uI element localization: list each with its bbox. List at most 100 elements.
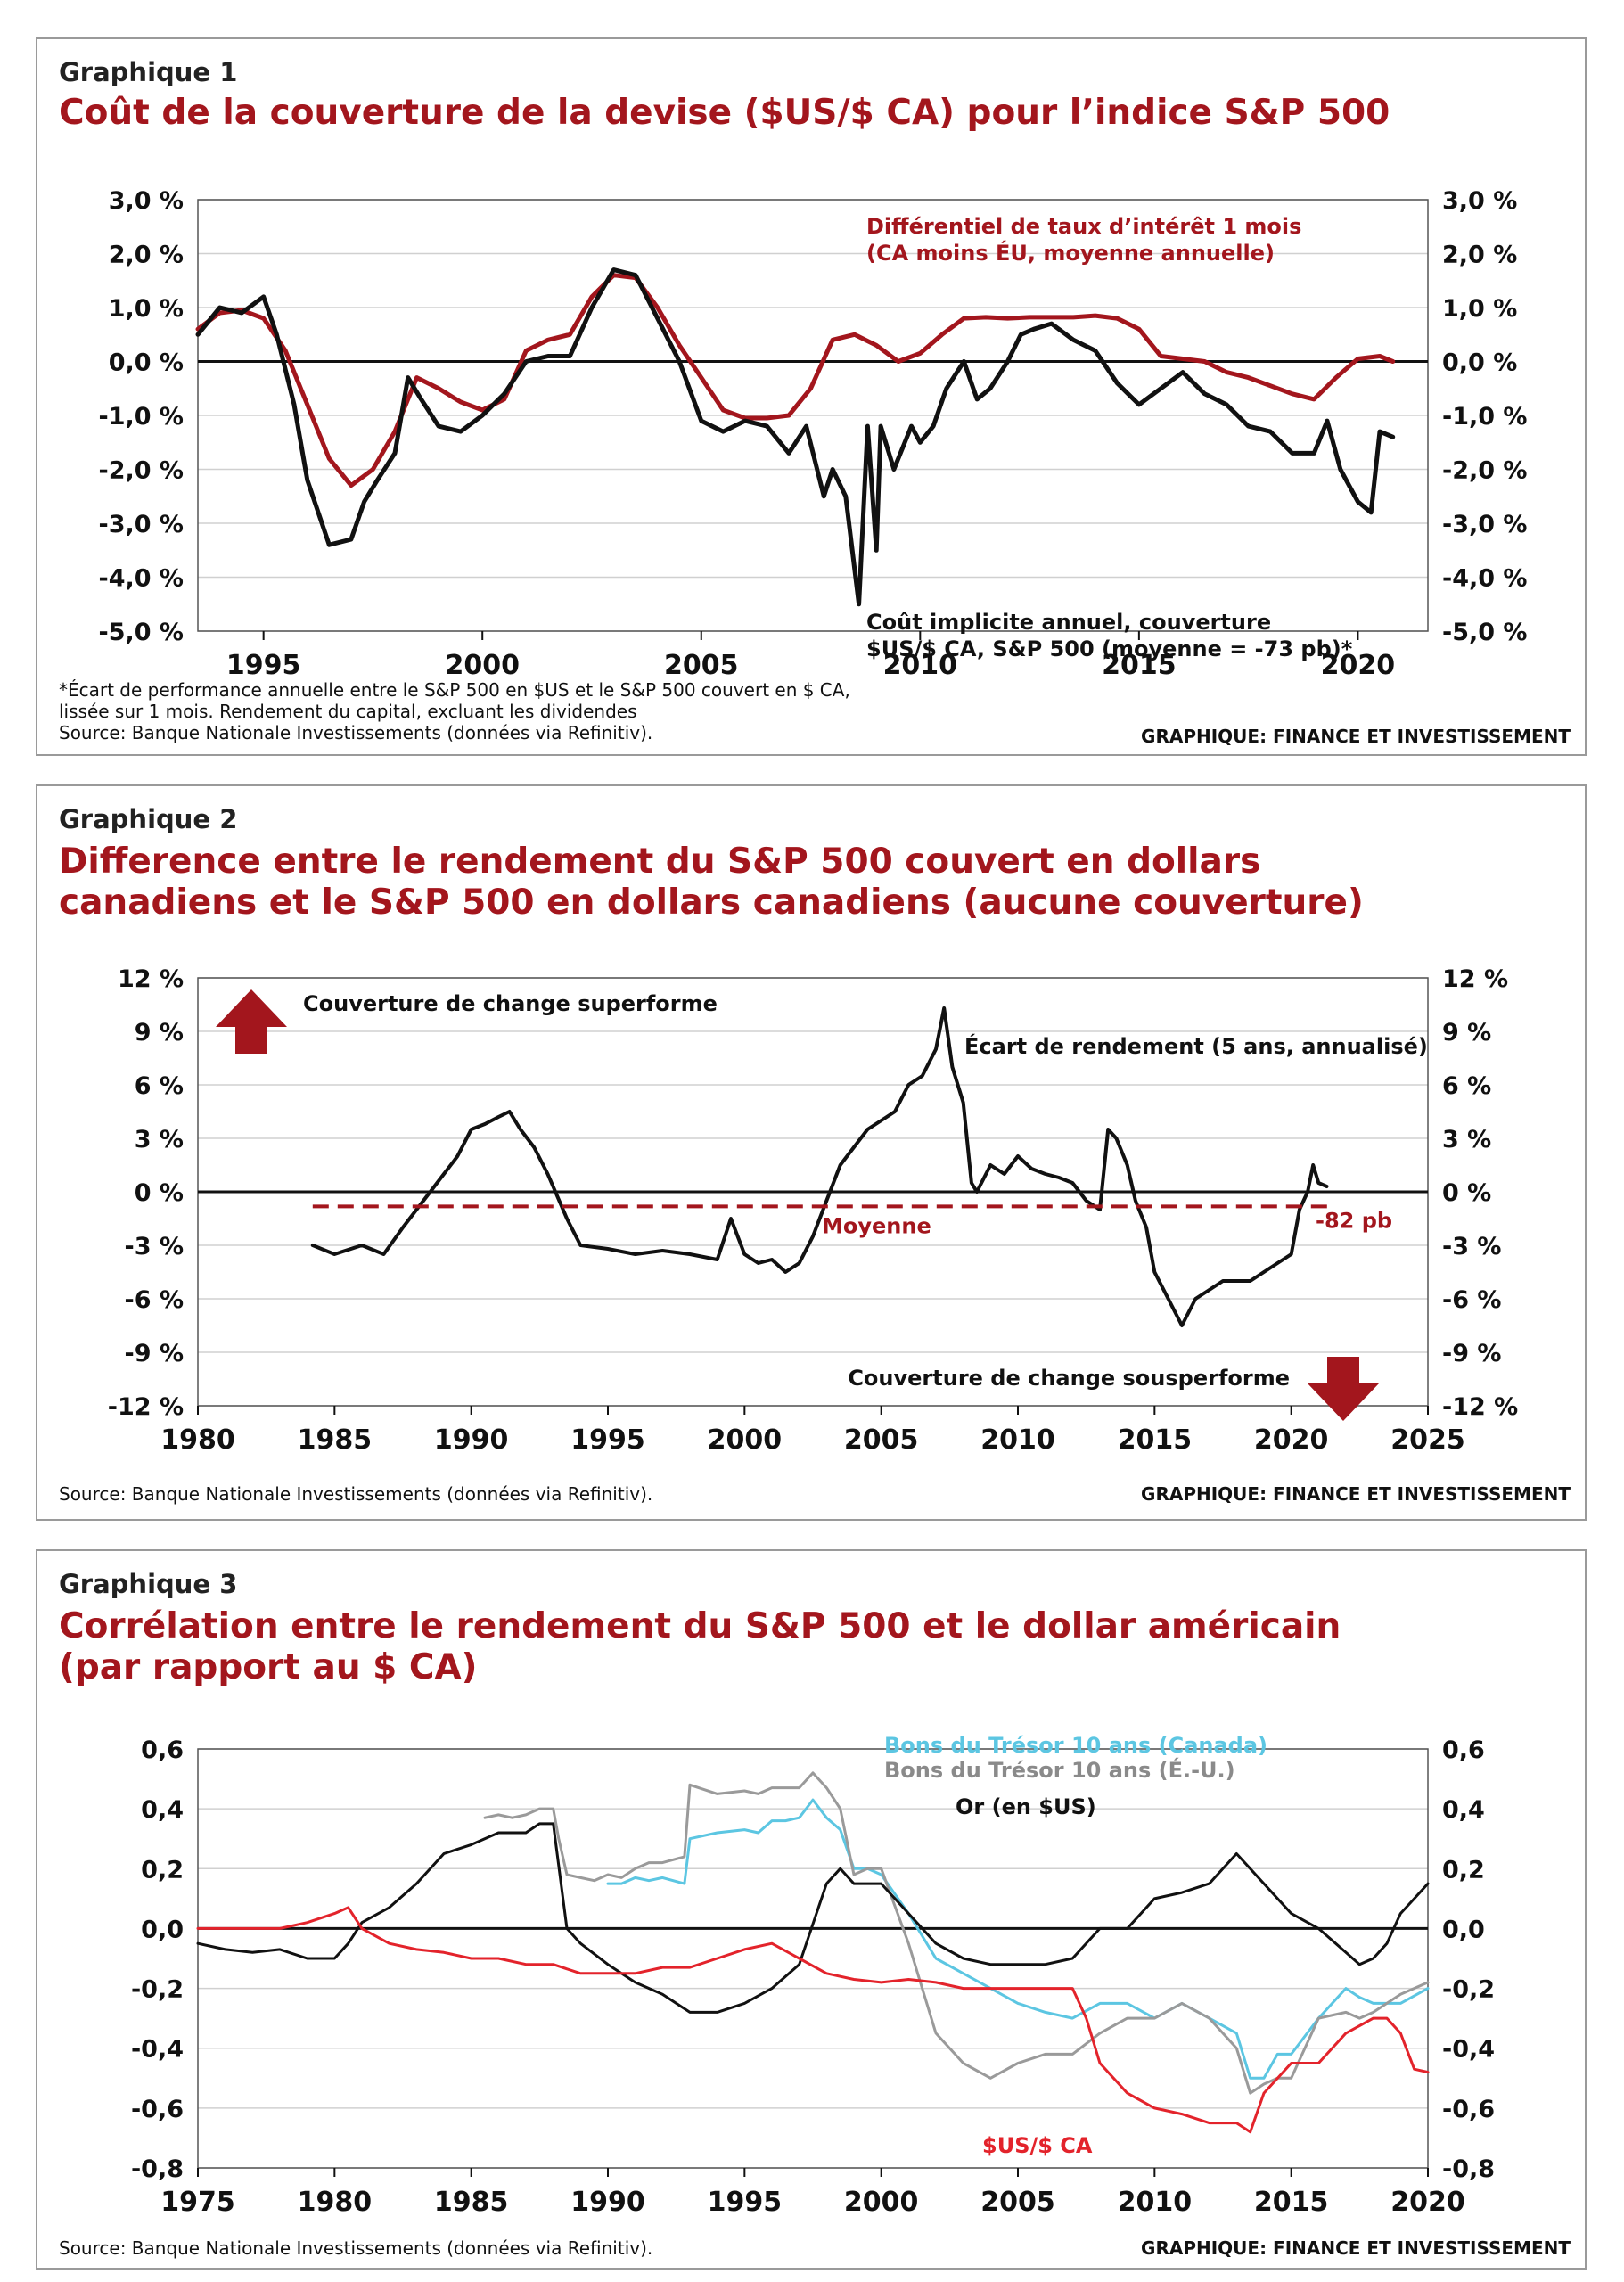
x-tick-label: 1980 — [160, 1424, 235, 1456]
y-tick-left: 9 % — [135, 1019, 184, 1047]
chart-1-credit: GRAPHIQUE: FINANCE ET INVESTISSEMENT — [1141, 726, 1571, 747]
chart-panel-2: Graphique 2 Difference entre le rendemen… — [36, 784, 1587, 1521]
y-tick-right: -2,0 % — [1442, 457, 1528, 485]
up-arrow-icon — [216, 989, 287, 1054]
series-label-rate-differential-line-1: Différentiel de taux d’intérêt 1 mois — [866, 214, 1301, 239]
plot-frame — [197, 1748, 1429, 2169]
y-tick-right: 9 % — [1442, 1019, 1491, 1047]
x-tick-label: 2020 — [1254, 1424, 1329, 1456]
chart-2-label: Graphique 2 — [59, 804, 238, 834]
x-tick-label: 2010 — [883, 650, 958, 681]
x-tick-label: 2025 — [1390, 1424, 1465, 1456]
series-line-2 — [196, 1822, 1430, 2014]
x-tick-label: 1995 — [708, 2187, 783, 2218]
x-tick-label: 2000 — [708, 1424, 783, 1456]
y-tick-left: -0,8 — [131, 2155, 184, 2183]
y-tick-left: -12 % — [108, 1393, 184, 1421]
down-arrow-icon — [1308, 1357, 1379, 1421]
y-tick-right: 0 % — [1442, 1179, 1491, 1207]
series-label-usd-cad: $US/$ CA — [982, 2133, 1093, 2158]
y-tick-right: -9 % — [1442, 1340, 1501, 1367]
series-line-0 — [606, 1798, 1430, 2080]
x-tick-label: 2020 — [1321, 650, 1396, 681]
plot-frame — [197, 199, 1429, 632]
x-tick-label: 1990 — [434, 1424, 509, 1456]
y-tick-left: -3,0 % — [99, 511, 185, 538]
chart-3-plot: 0,6 0,6 0,4 0,4 0,2 0,2 0,0 0,0 -0,2 -0,2 -0,4 -0,4… — [131, 1733, 1495, 2218]
chart-3-credit: GRAPHIQUE: FINANCE ET INVESTISSEMENT — [1141, 2237, 1571, 2259]
y-tick-left: -5,0 % — [99, 619, 185, 646]
series-line-0 — [310, 1006, 1329, 1327]
chart-1-label: Graphique 1 — [59, 57, 238, 87]
y-tick-left: 0,0 % — [109, 349, 184, 377]
y-tick-left: 3,0 % — [109, 187, 184, 215]
y-tick-right: 0,0 % — [1442, 349, 1517, 377]
mean-label: Moyenne — [822, 1213, 931, 1238]
x-tick-label: 1980 — [298, 2187, 373, 2218]
y-tick-right: 12 % — [1442, 965, 1508, 993]
chart-1-footnote: *Écart de performance annuelle entre le … — [59, 679, 850, 743]
series-label-canada-bonds: Bons du Trésor 10 ans (Canada) — [884, 1733, 1267, 1758]
y-tick-right: -0,6 — [1442, 2096, 1495, 2123]
x-tick-label: 2010 — [980, 1424, 1055, 1456]
y-tick-right: -6 % — [1442, 1286, 1501, 1314]
y-tick-right: -0,8 — [1442, 2155, 1495, 2183]
y-tick-right: -3 % — [1442, 1233, 1501, 1260]
x-tick-label: 2000 — [844, 2187, 919, 2218]
x-tick-label: 2000 — [445, 650, 520, 681]
y-tick-right: 1,0 % — [1442, 295, 1517, 323]
x-tick-label: 1985 — [298, 1424, 373, 1456]
y-tick-right: -1,0 % — [1442, 403, 1528, 431]
chart-1-title: Coût de la couverture de la devise ($US/… — [59, 93, 1390, 133]
y-tick-left: 0,6 — [141, 1736, 184, 1764]
y-tick-left: -9 % — [125, 1340, 184, 1367]
y-tick-left: 3 % — [135, 1126, 184, 1153]
chart-3-footnote: Source: Banque Nationale Investissements… — [59, 2237, 653, 2259]
y-tick-right: -0,2 — [1442, 1976, 1495, 2004]
y-tick-left: -3 % — [125, 1233, 184, 1260]
x-tick-label: 2020 — [1390, 2187, 1465, 2218]
y-tick-left: -0,2 — [131, 1976, 184, 2004]
underperform-label: Couverture de change sousperforme — [848, 1366, 1290, 1391]
x-tick-label: 2005 — [664, 650, 739, 681]
y-tick-left: 1,0 % — [109, 295, 184, 323]
y-tick-right: -0,4 — [1442, 2036, 1495, 2064]
y-tick-right: 2,0 % — [1442, 242, 1517, 269]
y-tick-right: 3 % — [1442, 1126, 1491, 1153]
y-tick-left: -1,0 % — [99, 403, 185, 431]
y-tick-left: -4,0 % — [99, 565, 185, 593]
y-tick-right: 0,2 — [1442, 1856, 1485, 1884]
outperform-label: Couverture de change superforme — [303, 991, 718, 1016]
x-tick-label: 2005 — [980, 2187, 1055, 2218]
series-label-gold: Or (en $US) — [956, 1794, 1096, 1819]
y-tick-left: 0 % — [135, 1179, 184, 1207]
y-tick-left: 0,2 — [141, 1856, 184, 1884]
chart-3-label: Graphique 3 — [59, 1569, 238, 1599]
x-tick-label: 2005 — [844, 1424, 919, 1456]
chart-panel-1: Graphique 1 Coût de la couverture de la … — [36, 37, 1587, 756]
y-tick-right: -12 % — [1442, 1393, 1518, 1421]
y-tick-left: -0,6 — [131, 2096, 184, 2123]
y-tick-left: 6 % — [135, 1072, 184, 1100]
y-tick-right: 6 % — [1442, 1072, 1491, 1100]
chart-2-title: Difference entre le rendement du S&P 500… — [59, 841, 1364, 923]
x-tick-label: 1990 — [570, 2187, 645, 2218]
x-tick-label: 1975 — [160, 2187, 235, 2218]
y-tick-right: -4,0 % — [1442, 565, 1528, 593]
y-tick-left: 2,0 % — [109, 242, 184, 269]
chart-1-plot: 3,0 % 3,0 % 2,0 % 2,0 % 1,0 % 1,0 % 0,0 % 0,0 %… — [99, 187, 1528, 681]
y-tick-right: 3,0 % — [1442, 187, 1517, 215]
series-label-rate-differential-line-2: (CA moins ÉU, moyenne annuelle) — [866, 240, 1275, 266]
y-tick-right: 0,4 — [1442, 1796, 1485, 1824]
chart-2-footnote: Source: Banque Nationale Investissements… — [59, 1483, 653, 1505]
series-label-implied-cost-line-1: Coût implicite annuel, couverture — [866, 610, 1271, 635]
series-line-3 — [196, 1906, 1430, 2134]
y-tick-left: 12 % — [118, 965, 184, 993]
x-tick-label: 2010 — [1118, 2187, 1193, 2218]
chart-panel-3: Graphique 3 Corrélation entre le rendeme… — [36, 1549, 1587, 2270]
chart-3-title: Corrélation entre le rendement du S&P 50… — [59, 1606, 1341, 1687]
y-tick-left: -2,0 % — [99, 457, 185, 485]
y-tick-left: 0,0 — [141, 1916, 184, 1943]
y-tick-left: -6 % — [125, 1286, 184, 1314]
series-line-1 — [195, 267, 1396, 607]
